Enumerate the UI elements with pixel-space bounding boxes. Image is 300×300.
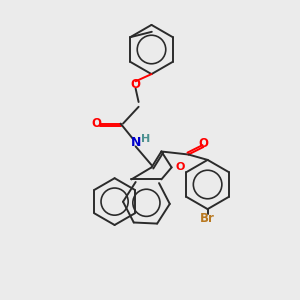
Text: O: O — [175, 162, 184, 172]
Text: H: H — [142, 134, 151, 144]
Text: O: O — [198, 137, 208, 150]
Text: O: O — [130, 78, 141, 92]
Text: O: O — [92, 117, 102, 130]
Text: Br: Br — [200, 212, 215, 225]
Text: N: N — [130, 136, 141, 149]
